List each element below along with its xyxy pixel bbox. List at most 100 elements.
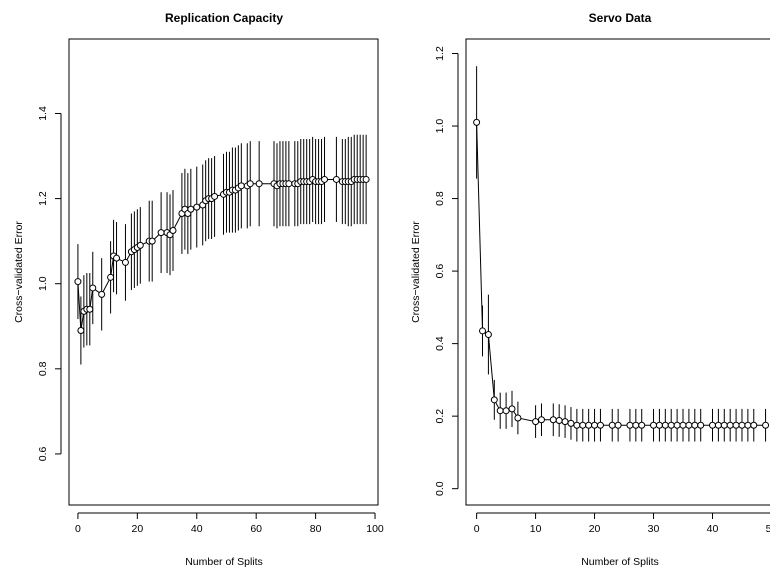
y-tick-label: 0.8 xyxy=(37,361,49,376)
data-point xyxy=(720,421,728,429)
data-point xyxy=(655,421,663,429)
series-line xyxy=(476,122,766,426)
plot-frame xyxy=(68,38,379,506)
data-point xyxy=(714,421,722,429)
data-point xyxy=(473,118,481,126)
data-point xyxy=(738,421,746,429)
data-point xyxy=(573,421,581,429)
data-point xyxy=(285,180,293,188)
chart-panel-servo-data: Servo Data 0 10 20 30 40 50 0.0 0.2 0.4 0.6 0.8 1.… xyxy=(410,11,770,568)
data-point xyxy=(74,278,82,286)
chart-title: Servo Data xyxy=(589,11,652,25)
data-point xyxy=(532,418,540,426)
x-tick-label: 40 xyxy=(707,523,719,535)
data-marks xyxy=(473,66,770,442)
data-point xyxy=(484,331,492,339)
data-point xyxy=(107,273,115,281)
data-point xyxy=(362,175,370,183)
data-point xyxy=(169,227,177,235)
data-point xyxy=(549,416,557,424)
y-axis-label: Cross−validated Error xyxy=(410,221,422,323)
x-tick-label: 60 xyxy=(250,523,262,535)
data-marks xyxy=(74,134,370,365)
y-tick-label: 1.0 xyxy=(37,276,49,291)
y-tick-label: 0.0 xyxy=(434,481,446,496)
y-tick-label: 1.4 xyxy=(37,106,49,121)
data-point xyxy=(567,419,575,427)
data-point xyxy=(691,421,699,429)
y-tick-label: 1.2 xyxy=(37,191,49,206)
data-point xyxy=(490,396,498,404)
data-point xyxy=(148,237,156,245)
y-tick-label: 1.2 xyxy=(434,46,446,61)
x-tick-label: 50 xyxy=(766,523,770,535)
data-point xyxy=(708,421,716,429)
y-axis: 0.0 0.2 0.4 0.6 0.8 1.0 1.2 xyxy=(434,46,459,496)
y-tick-label: 1.0 xyxy=(434,119,446,134)
x-tick-label: 40 xyxy=(191,523,203,535)
x-tick-label: 0 xyxy=(75,523,81,535)
chart-panel-replication-capacity: Replication Capacity 0 20 40 60 80 100 0.6 0.8… xyxy=(13,11,384,568)
data-point xyxy=(537,416,545,424)
x-axis: 0 20 40 60 80 100 xyxy=(75,512,384,535)
x-tick-label: 30 xyxy=(648,523,660,535)
data-point xyxy=(614,421,622,429)
data-point xyxy=(632,421,640,429)
data-point xyxy=(561,418,569,426)
x-tick-label: 80 xyxy=(310,523,322,535)
data-point xyxy=(585,421,593,429)
data-point xyxy=(113,254,121,262)
data-point xyxy=(732,421,740,429)
y-tick-label: 0.6 xyxy=(434,264,446,279)
y-tick-label: 0.2 xyxy=(434,409,446,424)
series-line xyxy=(77,178,367,331)
data-point xyxy=(650,421,658,429)
x-tick-label: 20 xyxy=(131,523,143,535)
x-axis-label: Number of Splits xyxy=(581,556,659,568)
data-point xyxy=(98,290,106,298)
data-point xyxy=(514,414,522,422)
plot-frame xyxy=(465,38,770,506)
y-axis: 0.6 0.8 1.0 1.2 1.4 xyxy=(37,106,62,461)
y-tick-label: 0.6 xyxy=(37,446,49,461)
data-point xyxy=(157,229,165,237)
data-point xyxy=(697,421,705,429)
x-tick-label: 10 xyxy=(530,523,542,535)
data-point xyxy=(246,180,254,188)
x-axis-label: Number of Splits xyxy=(185,556,263,568)
data-point xyxy=(762,421,770,429)
data-point xyxy=(86,305,94,313)
data-point xyxy=(136,241,144,249)
data-point xyxy=(744,421,752,429)
data-point xyxy=(726,421,734,429)
data-point xyxy=(679,421,687,429)
data-point xyxy=(667,421,675,429)
data-point xyxy=(591,421,599,429)
y-tick-label: 0.8 xyxy=(434,191,446,206)
data-point xyxy=(750,421,758,429)
data-point xyxy=(608,421,616,429)
y-tick-label: 0.4 xyxy=(434,336,446,351)
x-axis: 0 10 20 30 40 50 xyxy=(474,512,770,535)
data-point xyxy=(121,258,129,266)
data-point xyxy=(89,284,97,292)
data-point xyxy=(596,421,604,429)
y-axis-label: Cross−validated Error xyxy=(13,221,25,323)
data-point xyxy=(638,421,646,429)
x-tick-label: 0 xyxy=(474,523,480,535)
data-point xyxy=(496,407,504,415)
x-tick-label: 100 xyxy=(366,523,384,535)
data-point xyxy=(332,175,340,183)
data-point xyxy=(77,327,85,335)
data-point xyxy=(673,421,681,429)
data-point xyxy=(661,421,669,429)
x-tick-label: 20 xyxy=(589,523,601,535)
data-point xyxy=(187,205,195,213)
data-point xyxy=(502,407,510,415)
data-point xyxy=(626,421,634,429)
data-point xyxy=(555,417,563,425)
chart-title: Replication Capacity xyxy=(165,11,283,25)
data-point xyxy=(193,203,201,211)
data-point xyxy=(479,327,487,335)
